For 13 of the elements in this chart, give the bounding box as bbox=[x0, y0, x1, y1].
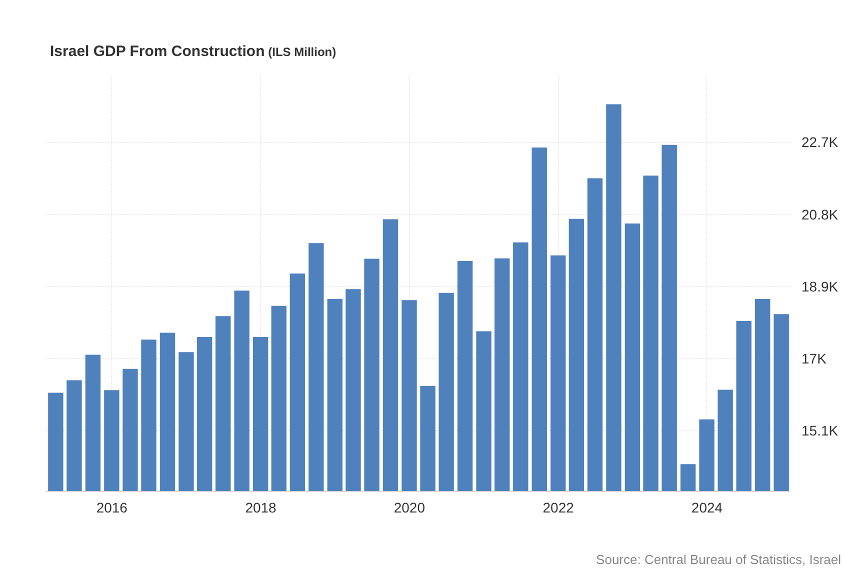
x-tick-label: 2020 bbox=[394, 500, 426, 516]
x-tick-label: 2016 bbox=[96, 500, 128, 516]
y-tick-label: 18.9K bbox=[802, 278, 839, 294]
y-tick-label: 20.8K bbox=[802, 206, 839, 222]
y-tick-label: 15.1K bbox=[802, 422, 839, 439]
x-tick-label: 2018 bbox=[245, 500, 277, 516]
chart-title: Israel GDP From Construction bbox=[50, 43, 265, 60]
source-note: Source: Central Bureau of Statistics, Israel bbox=[596, 551, 841, 569]
y-tick-label: 17K bbox=[802, 350, 828, 367]
x-tick-label: 2022 bbox=[542, 500, 574, 516]
x-tick-label: 2024 bbox=[691, 500, 723, 516]
y-tick-label: 22.7K bbox=[802, 134, 839, 150]
chart-subtitle: (ILS Million) bbox=[268, 45, 336, 59]
